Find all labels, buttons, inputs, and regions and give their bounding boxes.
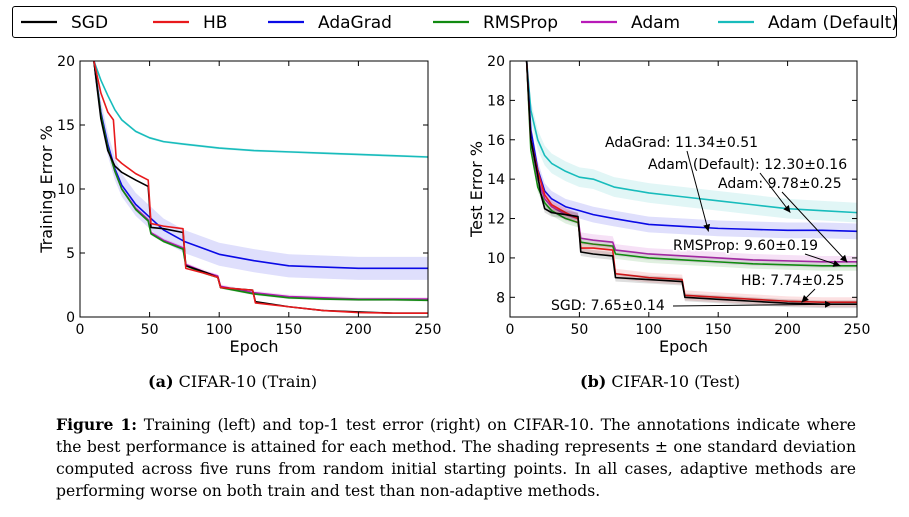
band-adam-default xyxy=(526,61,857,223)
x-tick-label: 50 xyxy=(570,322,588,338)
band-hb xyxy=(526,61,857,308)
series-line-sgd xyxy=(525,61,857,306)
annotation-arrow-head xyxy=(783,204,791,213)
annotation-adam: Adam: 9.78±0.25 xyxy=(718,176,842,192)
training-error-chart: 0 50 100 150 200 250 0 5 10 15 20 Epoch Training Err… xyxy=(37,54,442,356)
x-tick-label: 0 xyxy=(506,322,515,338)
legend-label-adam-default: Adam (Default) xyxy=(768,13,898,33)
x-tick-label: 100 xyxy=(635,322,662,338)
test-error-chart: 0 50 100 150 200 250 8 10 12 14 16 18 20 Epoch Test Er… xyxy=(467,54,871,356)
y-axis-label: Test Error % xyxy=(467,141,486,238)
legend-label-hb: HB xyxy=(203,13,227,33)
annotation-arrow-line xyxy=(686,150,709,232)
y-tick-label: 16 xyxy=(487,133,505,149)
subcaption-b-text: CIFAR-10 (Test) xyxy=(611,372,741,391)
y-tick-label: 5 xyxy=(66,246,75,262)
plot-area xyxy=(93,61,428,314)
annotation-arrow-head xyxy=(832,260,841,267)
x-axis-label: Epoch xyxy=(230,337,279,356)
annotation-adagrad: AdaGrad: 11.34±0.51 xyxy=(605,135,758,151)
y-tick-label: 8 xyxy=(496,290,505,306)
x-tick-label: 200 xyxy=(774,322,801,338)
subcaption-b-label: (b) xyxy=(580,372,607,391)
series-line-hb xyxy=(525,61,857,304)
x-axis-label: Epoch xyxy=(659,337,708,356)
annotation-arrow-head xyxy=(839,254,848,263)
subcaption-a-label: (a) xyxy=(148,372,174,391)
figure-caption-text: Training (left) and top-1 test error (ri… xyxy=(56,416,856,500)
x-tick-label: 150 xyxy=(275,322,302,338)
y-tick-label: 18 xyxy=(487,93,505,109)
annotation-arrow-head xyxy=(703,223,711,232)
x-tick-label: 200 xyxy=(345,322,372,338)
series-line-hb xyxy=(93,61,428,314)
annotation-arrow-line xyxy=(781,191,848,263)
y-tick-label: 14 xyxy=(487,172,505,188)
x-tick-label: 50 xyxy=(141,322,159,338)
legend-label-sgd: SGD xyxy=(71,13,108,33)
y-tick-label: 15 xyxy=(57,118,75,134)
chart-legend: SGD HB AdaGrad RMSProp Adam Adam (Default) xyxy=(12,6,898,38)
annotation-arrow-line xyxy=(759,172,791,213)
y-tick-label: 12 xyxy=(487,212,505,228)
y-axis-label: Training Error % xyxy=(37,125,56,254)
plot-area xyxy=(525,61,857,309)
annotation-hb: HB: 7.74±0.25 xyxy=(741,273,844,289)
series-line-adam-default xyxy=(525,61,857,214)
annotation-arrow-line xyxy=(672,303,833,307)
subcaption-a: (a) CIFAR-10 (Train) xyxy=(148,372,317,391)
annotation-arrow-head xyxy=(801,295,809,303)
series-line-adam xyxy=(525,61,857,263)
figure-caption: Figure 1: Training (left) and top-1 test… xyxy=(56,414,856,502)
x-tick-label: 0 xyxy=(76,322,85,338)
band-adam-default xyxy=(93,61,428,159)
x-tick-label: 150 xyxy=(705,322,732,338)
series-line-rmsprop xyxy=(525,61,857,267)
x-tick-label: 250 xyxy=(415,322,442,338)
y-tick-label: 20 xyxy=(487,54,505,70)
annotation-adam-default: Adam (Default): 12.30±0.16 xyxy=(648,157,847,173)
series-line-adagrad xyxy=(93,61,428,270)
figure-caption-label: Figure 1: xyxy=(56,415,138,434)
subcaption-a-text: CIFAR-10 (Train) xyxy=(178,372,318,391)
y-tick-label: 0 xyxy=(66,310,75,326)
legend-label-rmsprop: RMSProp xyxy=(483,13,558,33)
y-tick-label: 10 xyxy=(487,251,505,267)
annotation-sgd: SGD: 7.65±0.14 xyxy=(551,298,665,314)
annotation-arrow-head xyxy=(824,300,833,308)
legend-entries: SGD HB AdaGrad RMSProp Adam Adam (Default) xyxy=(21,13,898,33)
series-line-adam-default xyxy=(93,61,428,158)
subcaption-b: (b) CIFAR-10 (Test) xyxy=(580,372,740,391)
y-tick-label: 20 xyxy=(57,54,75,70)
band-adagrad xyxy=(93,61,428,280)
plot-frame xyxy=(509,60,858,318)
annotation-rmsprop: RMSProp: 9.60±0.19 xyxy=(673,238,818,254)
y-tick-label: 10 xyxy=(57,182,75,198)
legend-label-adagrad: AdaGrad xyxy=(318,13,392,33)
x-tick-label: 250 xyxy=(844,322,871,338)
x-tick-label: 100 xyxy=(206,322,233,338)
legend-label-adam: Adam xyxy=(631,13,680,33)
series-line-adagrad xyxy=(525,61,857,233)
